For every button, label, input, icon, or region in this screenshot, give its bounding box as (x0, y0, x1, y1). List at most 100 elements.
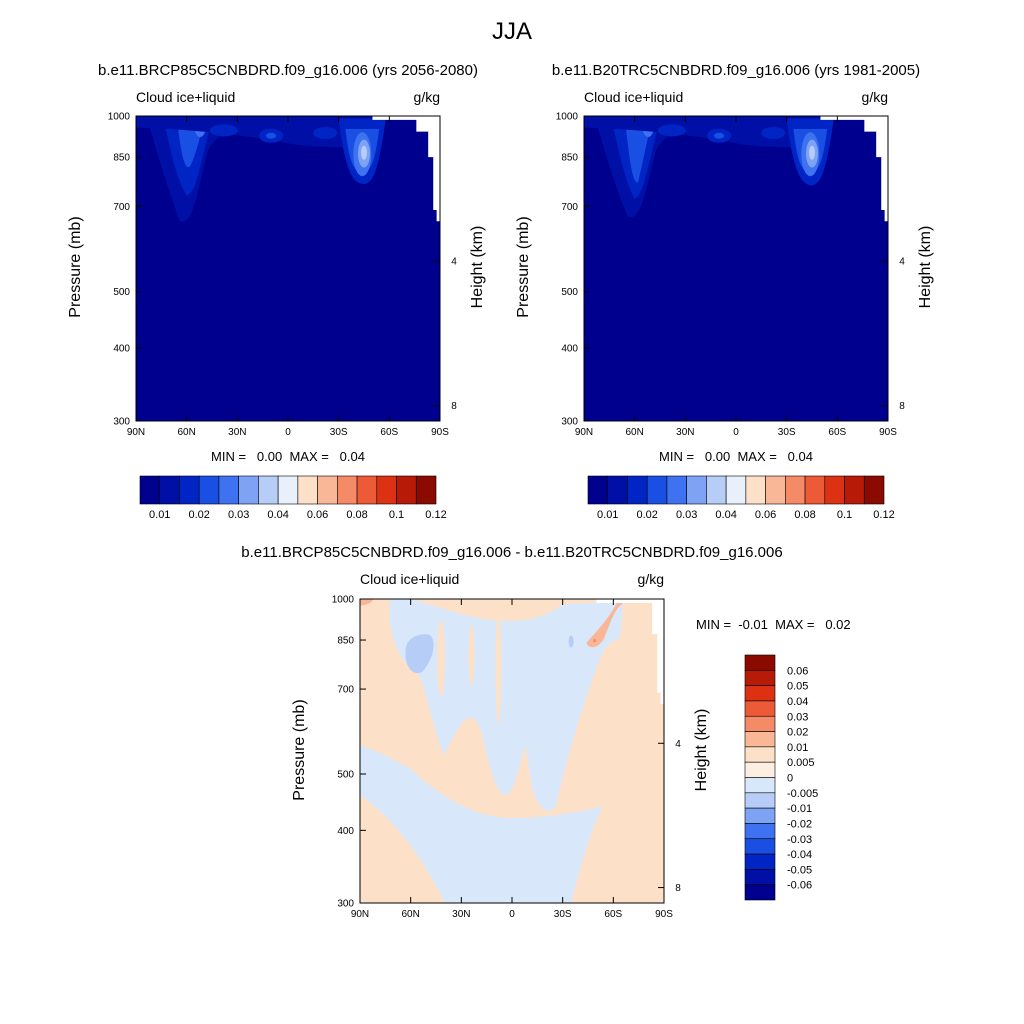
colorbar-box (317, 475, 338, 505)
min-max-label: MIN = -0.01 MAX = 0.02 (696, 617, 851, 632)
y-tick-label: 300 (113, 417, 130, 428)
colorbar-box (863, 475, 885, 505)
missing-region (596, 599, 664, 704)
x-tick-label: 60S (380, 427, 398, 438)
contour-region (136, 116, 373, 149)
variable-label: Cloud ice+liquid (136, 89, 236, 105)
colorbar-label: 0.06 (787, 665, 808, 677)
x-tick-label: 30S (554, 909, 572, 920)
contour-region (468, 625, 475, 686)
x-tick-label: 60N (177, 427, 195, 438)
x-tick-label: 60N (625, 427, 643, 438)
colorbar-label: 0.08 (794, 509, 815, 521)
y-tick-label: 1000 (332, 595, 355, 606)
colorbar-box (744, 700, 776, 717)
colorbar-label: -0.04 (787, 849, 812, 861)
colorbar-box (376, 475, 397, 505)
y-tick-label: 1000 (108, 112, 131, 123)
x-tick-label: 30N (676, 427, 694, 438)
y-tick-label: 1000 (556, 112, 579, 123)
panel-title: b.e11.B20TRC5CNBDRD.f09_g16.006 (yrs 198… (551, 62, 921, 79)
contour-region (266, 132, 277, 139)
colorbar-label: 0.05 (787, 681, 808, 693)
colorbar-box (765, 475, 786, 505)
colorbar-box (744, 731, 776, 748)
colorbar-box (179, 475, 200, 505)
units-label: g/kg (637, 571, 664, 587)
colorbar-box (744, 884, 776, 901)
colorbar-box (744, 777, 776, 794)
contour-region (468, 754, 480, 807)
x-tick-label: 90S (655, 909, 673, 920)
colorbar-box (744, 715, 776, 732)
colorbar-box (744, 853, 776, 870)
x-tick-label: 30S (778, 427, 796, 438)
min-max-label: MIN = 0.00 MAX = 0.04 (659, 449, 813, 464)
colorbar-box (356, 475, 378, 505)
y-right-tick-label: 8 (675, 883, 681, 894)
colorbar-label: -0.005 (787, 788, 818, 800)
contour-region (714, 132, 725, 139)
y-tick-label: 300 (561, 417, 578, 428)
colorbar-box (646, 475, 668, 505)
y-tick-label: 400 (561, 344, 578, 355)
colorbar-box (725, 475, 747, 505)
y-tick-label: 500 (337, 770, 354, 781)
field-0 (136, 116, 440, 421)
field-2 (360, 599, 664, 903)
colorbar-box (744, 685, 776, 702)
colorbar-label: 0.03 (787, 711, 808, 723)
colorbar-box (785, 475, 806, 505)
colorbar-box (744, 792, 776, 809)
colorbar-box (744, 838, 776, 855)
colorbar-box (238, 475, 259, 505)
x-tick-label: 90N (575, 427, 593, 438)
colorbar-box (744, 670, 776, 686)
colorbar-label: 0.12 (425, 509, 446, 521)
colorbar-box (297, 475, 318, 505)
missing-region (372, 116, 440, 222)
colorbar-box (844, 475, 865, 505)
colorbar-label: 0.03 (676, 509, 697, 521)
colorbar-box (706, 475, 727, 505)
contour-region (495, 613, 502, 724)
x-tick-label: 30S (330, 427, 348, 438)
colorbar-box (824, 475, 845, 505)
contour-region (437, 620, 446, 697)
axes-1: 90N 60N 30N 0 30S 60S 90S 300 400 500 700 850 1000 8 4 (556, 112, 905, 439)
colorbar-label: 0.06 (755, 509, 776, 521)
colorbar-label: 0.01 (597, 509, 618, 521)
colorbar-label: 0.02 (787, 727, 808, 739)
colorbar-label: -0.02 (787, 818, 812, 830)
colorbar-box (744, 807, 776, 824)
colorbar-box (337, 475, 358, 505)
contour-region (361, 145, 367, 160)
axes-2: 90N 60N 30N 0 30S 60S 90S 300 400 500 700 850 1000 8 4 (332, 595, 681, 921)
colorbar-label: 0.03 (228, 509, 249, 521)
colorbar-label: 0.08 (346, 509, 367, 521)
colorbar-box (666, 475, 687, 505)
y-tick-label: 700 (113, 202, 130, 213)
colorbar-2: 0.06 0.05 0.04 0.03 0.02 0.01 0.005 0 -0.005 -0.0… (744, 654, 818, 901)
y-tick-label: 850 (337, 636, 354, 647)
colorbar-box (218, 475, 239, 505)
x-tick-label: 30N (228, 427, 246, 438)
colorbar-box (744, 654, 776, 671)
figure-title: JJA (491, 18, 532, 45)
contour-region (657, 124, 686, 137)
y-tick-label: 300 (337, 899, 354, 910)
field-1 (584, 116, 888, 421)
contour-region (586, 602, 624, 648)
colorbar-box (804, 475, 826, 505)
contour-region (389, 599, 624, 812)
y-tick-label: 500 (561, 287, 578, 298)
axes-0: 90N 60N 30N 0 30S 60S 90S 300 400 500 700 850 1000 8 4 (108, 112, 457, 439)
colorbar-box (139, 475, 161, 505)
y-tick-label: 850 (561, 153, 578, 164)
x-tick-label: 60S (604, 909, 622, 920)
contour-region (360, 599, 374, 606)
min-max-label: MIN = 0.00 MAX = 0.04 (211, 449, 365, 464)
colorbar-box (415, 475, 437, 505)
y-right-tick-label: 8 (899, 401, 905, 412)
